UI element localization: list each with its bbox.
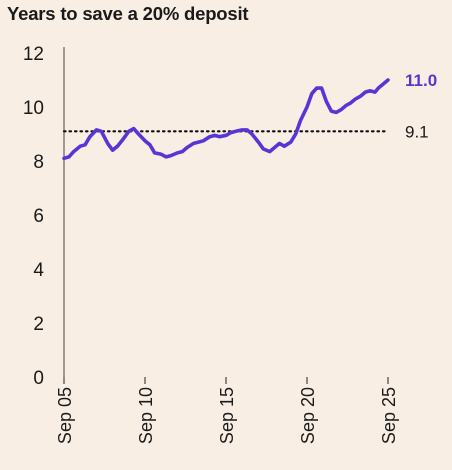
reference-line-label: 9.1 (405, 122, 429, 141)
end-value-label: 11.0 (405, 71, 437, 90)
series-line (62, 78, 390, 161)
chart-title: Years to save a 20% deposit (7, 3, 249, 24)
x-tick-label: Sep 15 (217, 387, 237, 444)
x-axis: Sep 05 Sep 10 Sep 15 Sep 20 Sep 25 (55, 377, 399, 444)
y-tick-label: 6 (33, 206, 44, 227)
y-axis: 0 2 4 6 8 10 12 (23, 44, 65, 389)
y-tick-label: 0 (33, 368, 44, 389)
x-tick-label: Sep 05 (55, 387, 75, 444)
y-tick-label: 8 (33, 152, 44, 173)
y-tick-label: 4 (33, 260, 44, 281)
y-tick-label: 12 (23, 44, 44, 65)
reference-line-group: 9.1 (62, 122, 429, 141)
x-tick-label: Sep 20 (298, 387, 318, 444)
y-tick-label: 10 (23, 98, 44, 119)
series-group: 11.0 (62, 71, 437, 161)
y-tick-label: 2 (33, 314, 44, 335)
x-tick-label: Sep 25 (379, 387, 399, 444)
x-tick-label: Sep 10 (136, 387, 156, 444)
